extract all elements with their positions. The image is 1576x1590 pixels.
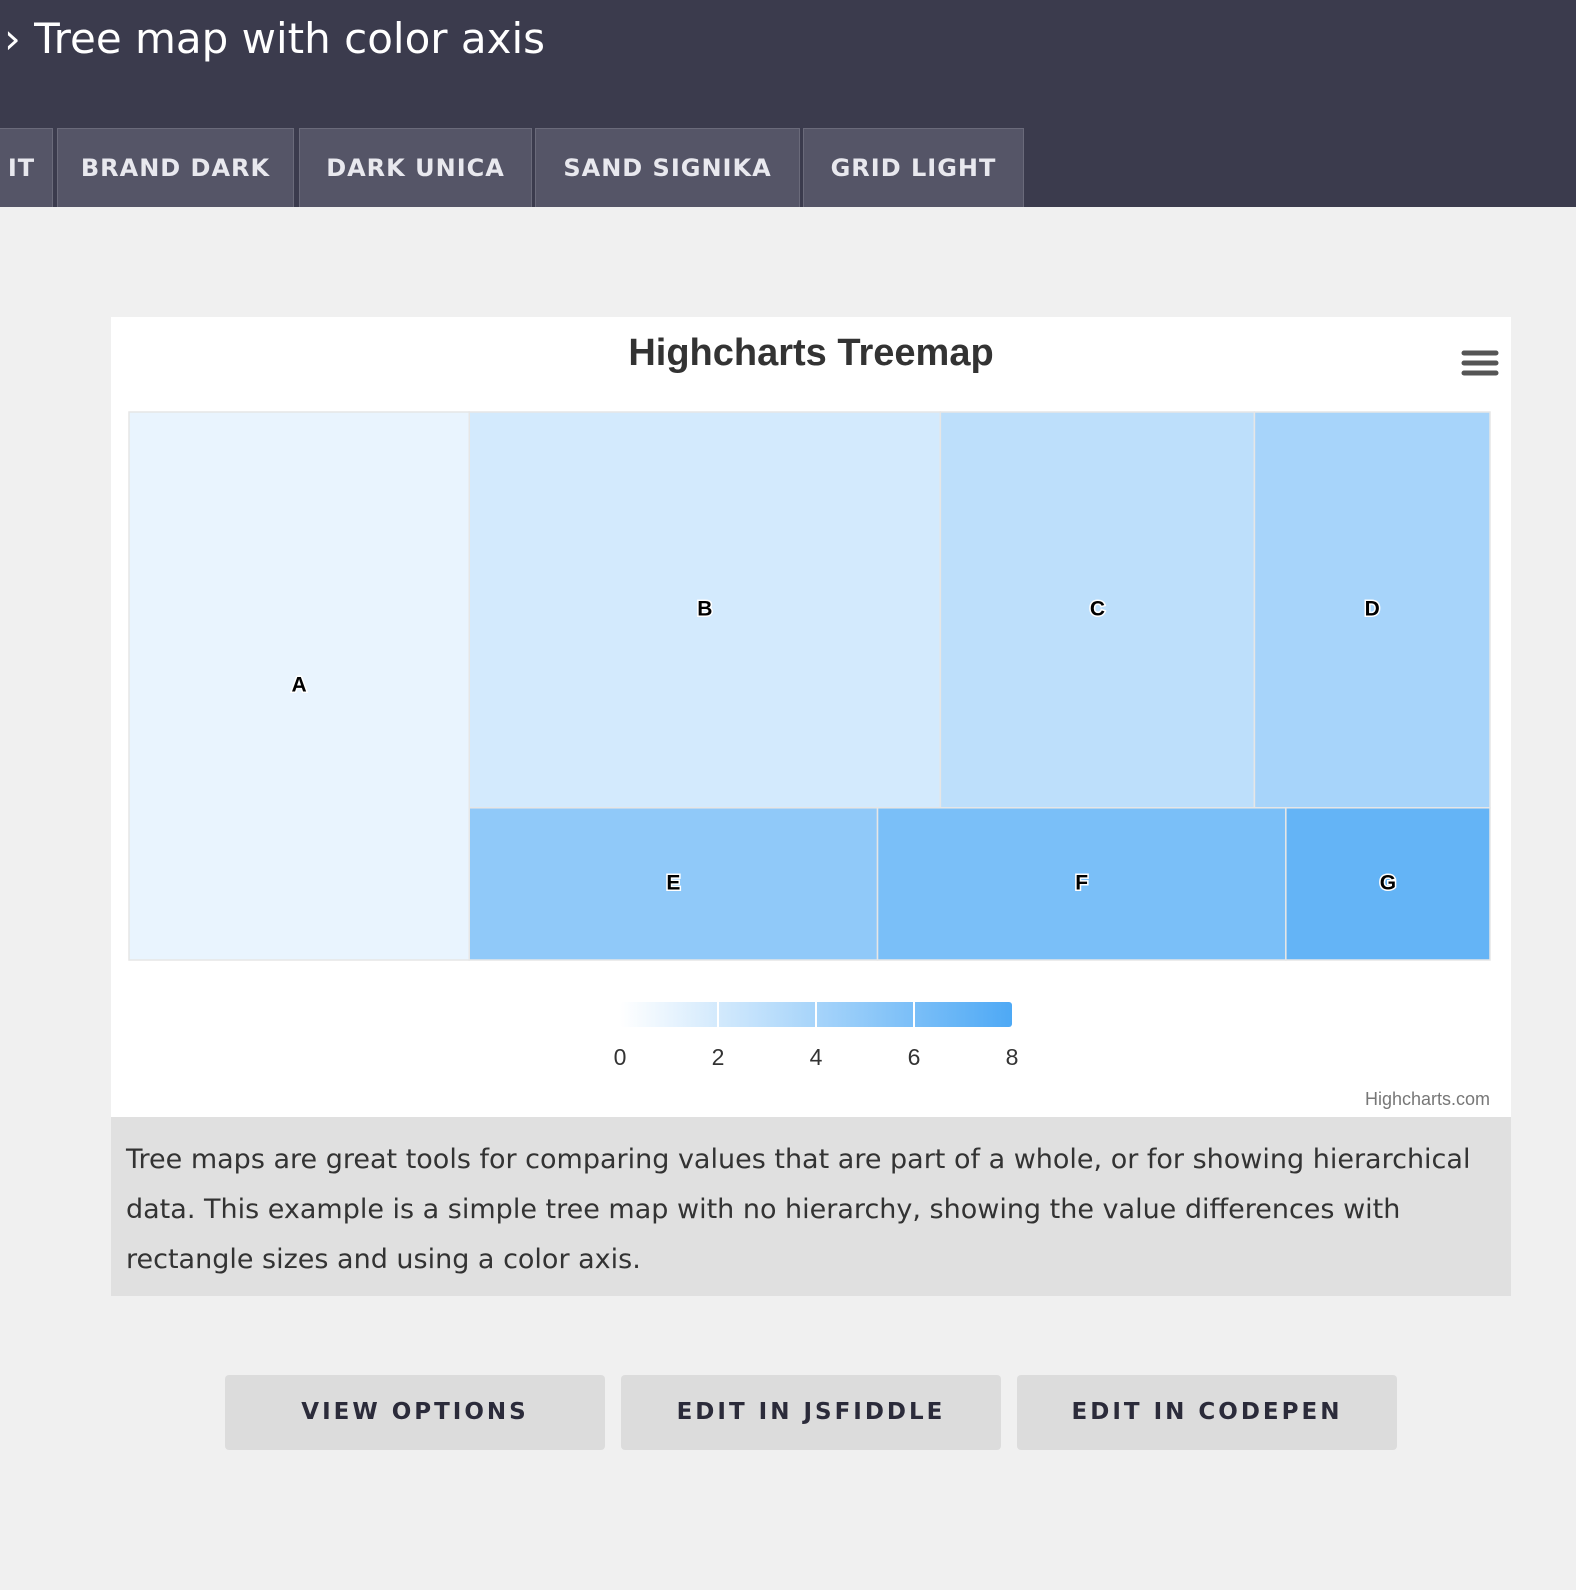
cell-label: B bbox=[697, 597, 712, 620]
button[interactable]: VIEW OPTIONS bbox=[225, 1375, 605, 1450]
tab[interactable]: BRAND DARK bbox=[57, 128, 294, 207]
treemap-cell bbox=[1253, 411, 1491, 809]
cell-label: C bbox=[1090, 597, 1105, 620]
treemap-cell bbox=[939, 411, 1256, 809]
treemap-cell bbox=[876, 807, 1287, 961]
color-axis-label: 2 bbox=[712, 1044, 725, 1070]
chart: Highcharts Treemap Highcharts.com A B C D E F… bbox=[128, 332, 1499, 1109]
page-title: › Tree map with color axis bbox=[4, 14, 546, 63]
description: Tree maps are great tools for comparing … bbox=[111, 1117, 1511, 1296]
treemap-cell bbox=[468, 411, 942, 809]
cell-label: G bbox=[1380, 871, 1396, 894]
chart-container: Highcharts Treemap Highcharts.com A B C D E F… bbox=[111, 317, 1511, 1117]
treemap-cell bbox=[1285, 807, 1491, 961]
treemap-cell bbox=[468, 807, 879, 961]
color-axis-label: 4 bbox=[810, 1044, 823, 1070]
chart-title: Highcharts Treemap bbox=[628, 332, 993, 374]
tab[interactable]: SAND SIGNIKA bbox=[535, 128, 800, 207]
button[interactable]: EDIT IN CODEPEN bbox=[1017, 1375, 1397, 1450]
tab[interactable]: DARK UNICA bbox=[299, 128, 532, 207]
cell-label: A bbox=[292, 674, 307, 697]
cell-label: E bbox=[666, 871, 680, 894]
menu-icon[interactable] bbox=[1461, 350, 1499, 376]
tab[interactable]: GRID LIGHT bbox=[803, 128, 1024, 207]
color-axis-label: 8 bbox=[1006, 1044, 1019, 1070]
cell-label: D bbox=[1365, 597, 1380, 620]
cell-label: F bbox=[1075, 871, 1088, 894]
header: › Tree map with color axis IT BRAND DARK D… bbox=[0, 0, 1576, 207]
color-axis-label: 0 bbox=[614, 1044, 627, 1070]
treemap-cell bbox=[128, 411, 470, 961]
color-axis-label: 6 bbox=[908, 1044, 921, 1070]
button[interactable]: EDIT IN JSFIDDLE bbox=[621, 1375, 1001, 1450]
credits[interactable]: Highcharts.com bbox=[1365, 1089, 1490, 1109]
tab[interactable]: IT bbox=[0, 128, 53, 207]
